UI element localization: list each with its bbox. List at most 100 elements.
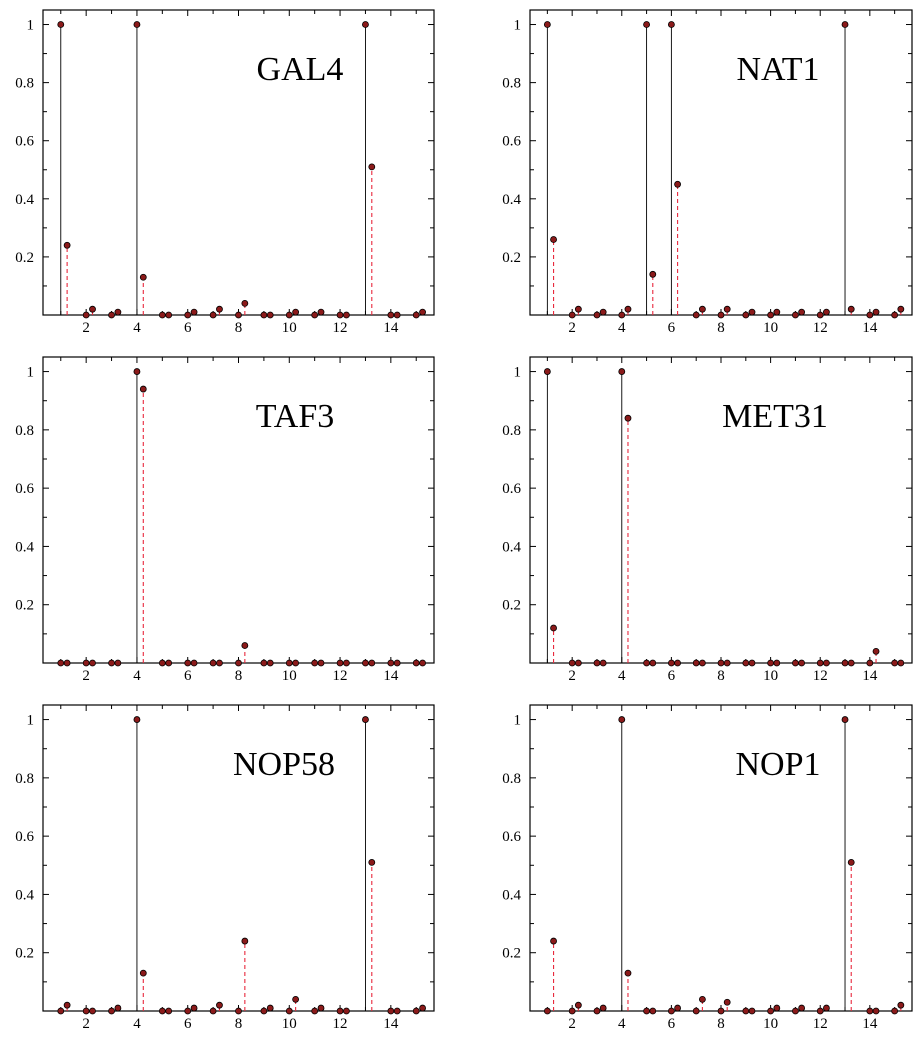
stem-marker — [368, 858, 376, 866]
stem-marker — [773, 308, 781, 316]
stem-marker — [387, 659, 395, 667]
stem-marker — [624, 969, 632, 977]
y-tick-label: 0.2 — [15, 598, 34, 614]
stem-marker — [618, 311, 626, 319]
x-tick-label: 2 — [82, 320, 90, 336]
stem-marker — [285, 659, 293, 667]
stem-marker — [593, 659, 601, 667]
stem-marker — [897, 305, 905, 313]
axes-frame — [529, 356, 913, 664]
stem-marker — [165, 311, 173, 319]
stem-marker — [336, 1007, 344, 1015]
x-tick-label: 14 — [862, 320, 878, 336]
y-tick-label: 0.4 — [15, 539, 34, 555]
stem-marker — [550, 236, 557, 243]
stem-marker — [674, 180, 681, 188]
x-tick-label: 4 — [618, 320, 626, 336]
stem-marker — [368, 659, 376, 667]
stem-marker — [241, 642, 249, 649]
axes-frame — [42, 9, 435, 316]
stem-marker — [593, 311, 601, 319]
stem-marker — [574, 659, 582, 667]
stem-marker — [266, 659, 274, 667]
stem-marker — [543, 368, 551, 375]
stem-marker — [717, 659, 725, 667]
stem-marker — [667, 659, 675, 667]
stem-marker — [292, 995, 300, 1003]
stem-marker — [618, 716, 626, 723]
y-tick-label: 1 — [27, 18, 35, 34]
y-tick-label: 0.6 — [502, 829, 521, 845]
stem-marker — [114, 659, 122, 667]
stem-marker — [235, 659, 242, 667]
stem-marker — [184, 1007, 192, 1015]
axes-frame — [529, 9, 913, 316]
y-tick-label: 0.6 — [502, 134, 521, 150]
stem-marker — [847, 858, 855, 866]
x-tick-label: 14 — [862, 1016, 878, 1032]
stem-marker — [866, 659, 874, 667]
y-tick-label: 1 — [514, 365, 522, 381]
x-tick-label: 4 — [133, 320, 141, 336]
x-tick-label: 4 — [618, 668, 626, 684]
stem-marker — [692, 659, 700, 667]
stem-marker — [235, 311, 242, 319]
x-tick-label: 12 — [813, 668, 828, 684]
stem-marker — [216, 1001, 223, 1009]
stem-marker — [773, 1004, 781, 1012]
stem-marker — [618, 368, 626, 375]
stem-marker — [897, 1001, 905, 1009]
stem-marker — [419, 308, 426, 316]
stem-marker — [362, 716, 369, 723]
x-tick-label: 2 — [568, 1016, 576, 1032]
stem-marker — [742, 1007, 750, 1015]
stem-marker — [643, 1007, 650, 1015]
stem-marker — [114, 1004, 122, 1012]
x-tick-label: 12 — [813, 1016, 828, 1032]
y-tick-label: 0.4 — [502, 192, 521, 208]
stem-marker — [108, 311, 115, 319]
y-tick-label: 0.6 — [15, 481, 34, 497]
stem-marker — [317, 1004, 325, 1012]
y-tick-label: 0.8 — [502, 76, 521, 92]
panel-nat1: 2 4 6 8 10 12 14 0.2 0.4 0.6 0.8 1 NAT1 — [502, 9, 913, 336]
stem-marker — [114, 308, 122, 316]
stem-marker — [816, 1007, 824, 1015]
stem-marker — [292, 659, 300, 667]
stem-marker — [57, 1007, 65, 1015]
stem-marker — [568, 1007, 576, 1015]
stem-marker — [798, 1004, 806, 1012]
stem-marker — [165, 659, 173, 667]
x-tick-label: 10 — [282, 320, 297, 336]
stem-marker — [63, 241, 71, 249]
stem-marker — [593, 1007, 601, 1015]
stem-marker — [57, 21, 65, 28]
stem-marker — [674, 1004, 681, 1012]
panel-title: NAT1 — [736, 51, 819, 88]
x-tick-label: 6 — [184, 1016, 192, 1032]
stem-marker — [847, 305, 855, 313]
stem-marker — [139, 273, 147, 281]
stem-marker — [723, 305, 731, 313]
x-tick-label: 6 — [668, 1016, 676, 1032]
stem-marker — [798, 659, 806, 667]
stem-marker — [773, 659, 781, 667]
stem-marker — [674, 659, 681, 667]
panel-title: TAF3 — [256, 398, 335, 435]
stem-marker — [184, 311, 192, 319]
y-tick-label: 0.6 — [502, 481, 521, 497]
x-tick-label: 8 — [235, 320, 243, 336]
panel-nop1: 2 4 6 8 10 12 14 0.2 0.4 0.6 0.8 1 NOP1 — [502, 704, 913, 1032]
y-tick-label: 1 — [514, 713, 522, 729]
x-tick-label: 10 — [763, 1016, 778, 1032]
stem-marker — [393, 1007, 401, 1015]
stem-marker — [63, 659, 71, 667]
stem-marker — [216, 659, 223, 667]
stem-marker — [311, 659, 319, 667]
stem-marker — [624, 414, 632, 422]
stem-marker — [717, 311, 725, 319]
x-tick-label: 2 — [568, 320, 576, 336]
panel-met31: 2 4 6 8 10 12 14 0.2 0.4 0.6 0.8 1 MET31 — [502, 356, 913, 684]
stem-marker — [368, 163, 376, 171]
